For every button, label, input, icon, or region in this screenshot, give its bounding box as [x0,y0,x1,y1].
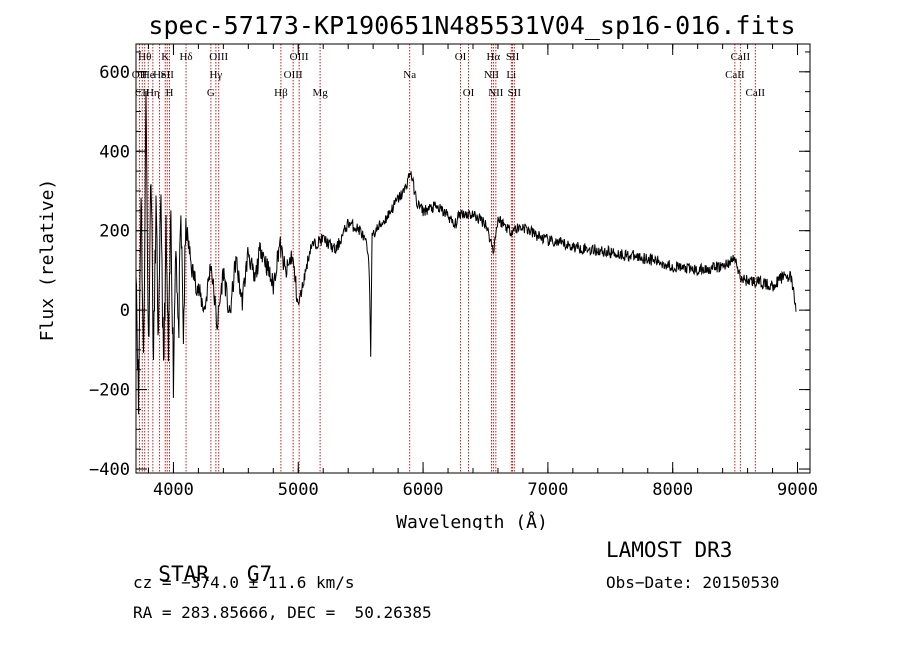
line-marker-label: CaII [725,69,745,81]
line-marker-label: OIII [284,69,303,81]
y-tick-label: −200 [89,381,130,401]
line-marker-label: H [165,87,173,99]
line-marker-label: OI [463,87,475,99]
flux-series-line [135,90,797,415]
x-tick-label: 5000 [278,480,319,500]
y-tick-label: 0 [120,301,130,321]
line-marker-label: Hγ [209,69,222,81]
coordinates: RA = 283.85666, DEC = 50.26385 [133,603,432,622]
line-marker-label: OIII [290,51,309,63]
y-axis-label: Flux (relative) [37,179,58,342]
object-class: STAR G7 [133,538,272,586]
line-marker-label: He [142,69,155,81]
line-marker-label: Na [403,69,416,81]
line-marker-label: Mg [312,87,328,99]
line-marker-label: Hθ [138,51,151,63]
line-marker-label: Hβ [274,87,288,99]
x-axis-label: Wavelength (Å) [396,511,548,530]
line-marker-label: SII [160,69,174,81]
line-marker-label: Hα [486,51,500,63]
y-tick-label: 600 [99,63,130,83]
line-marker-label: He [153,69,166,81]
x-tick-label: 6000 [403,480,444,500]
line-marker-label: CaII [731,51,751,63]
spectrum-chart: spec-57173-KP190651N485531V04_sp16-016.f… [37,11,818,530]
line-marker-label: Hδ [179,51,192,63]
line-marker-label: K [161,51,169,63]
redshift-readout: cz = −374.0 ± 11.6 km/s [133,573,355,592]
y-tick-label: 400 [99,142,130,162]
line-marker-label: SII [508,87,522,99]
line-marker-label: CaII [746,87,766,99]
survey-label: LAMOST DR3 [606,538,733,562]
x-tick-label: 7000 [527,480,568,500]
line-markers [138,44,756,473]
line-marker-label: OI [455,51,467,63]
x-tick-label: 8000 [652,480,693,500]
y-tick-label: −400 [89,460,130,480]
x-tick-label: 4000 [153,480,194,500]
line-marker-label: CII [135,87,150,99]
line-marker-label: SII [506,51,520,63]
line-marker-label: Li [506,69,516,81]
x-tick-label: 9000 [777,480,818,500]
line-marker-label: Hη [146,87,160,99]
obs-date: Obs−Date: 20150530 [606,573,780,592]
subclass-label: G7 [246,562,273,586]
line-marker-label: OIII [209,51,228,63]
line-marker-label: OII [132,69,148,81]
chart-title: spec-57173-KP190651N485531V04_sp16-016.f… [148,11,795,40]
line-marker-labels: OIICIIHθHeHηHeKSIIHHδGHγOIIIHβOIIIOIIIMg… [132,51,766,99]
spectrum-trace [135,90,797,415]
axes: 4000 5000 6000 7000 8000 9000 −400 −200 0 200 400 6… [89,43,818,500]
line-marker-label: NII [488,87,504,99]
line-marker-label: NII [484,69,500,81]
y-tick-label: 200 [99,222,130,242]
class-label: STAR [158,562,209,586]
line-marker-label: G [207,87,215,99]
